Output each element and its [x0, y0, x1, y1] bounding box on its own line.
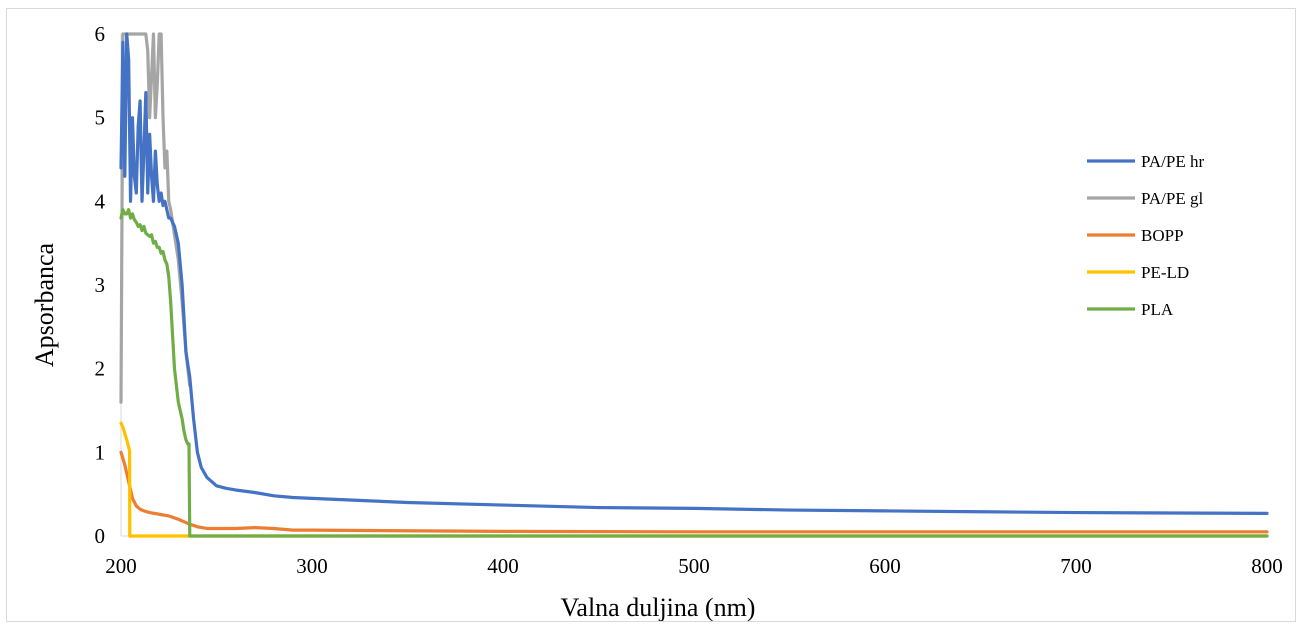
y-tick-label: 2: [95, 357, 106, 381]
series-line-pe-ld: [119, 421, 1269, 538]
axes: 0 1 2 3 4 5 6 200 300 400 500 600 700 800: [95, 22, 1283, 578]
chart-area: 0 1 2 3 4 5 6 200 300 400 500 600 700 800 PA/PE hr PA/…: [6, 8, 1296, 622]
y-tick-label: 3: [95, 273, 106, 297]
y-tick-label: 1: [95, 440, 106, 464]
y-tick-label: 0: [95, 524, 106, 548]
legend-label-pa-pe-hr: PA/PE hr: [1141, 152, 1204, 171]
x-axis-title: Valna duljina (nm): [561, 593, 756, 621]
series-line-pa-pe-hr: [119, 32, 1269, 516]
legend-label-pe-ld: PE-LD: [1141, 263, 1189, 282]
legend: PA/PE hr PA/PE gl BOPP PE-LD PLA: [1087, 152, 1204, 319]
series-line-pla: [119, 208, 1269, 538]
y-tick-label: 4: [95, 189, 106, 213]
y-tick-label: 6: [95, 22, 106, 46]
legend-label-pa-pe-gl: PA/PE gl: [1141, 189, 1203, 208]
x-tick-label: 700: [1060, 554, 1092, 578]
x-tick-label: 200: [105, 554, 137, 578]
series-line-bopp: [119, 450, 1269, 534]
x-tick-label: 300: [296, 554, 328, 578]
x-tick-label: 400: [487, 554, 519, 578]
x-tick-label: 800: [1251, 554, 1283, 578]
x-tick-label: 500: [678, 554, 710, 578]
legend-label-bopp: BOPP: [1141, 226, 1184, 245]
y-axis-title: Apsorbanca: [30, 242, 59, 367]
legend-label-pla: PLA: [1141, 300, 1174, 319]
y-tick-label: 5: [95, 106, 106, 130]
series-line-pa-pe-gl: [119, 32, 192, 404]
series-lines: [119, 32, 1269, 538]
x-tick-label: 600: [869, 554, 901, 578]
